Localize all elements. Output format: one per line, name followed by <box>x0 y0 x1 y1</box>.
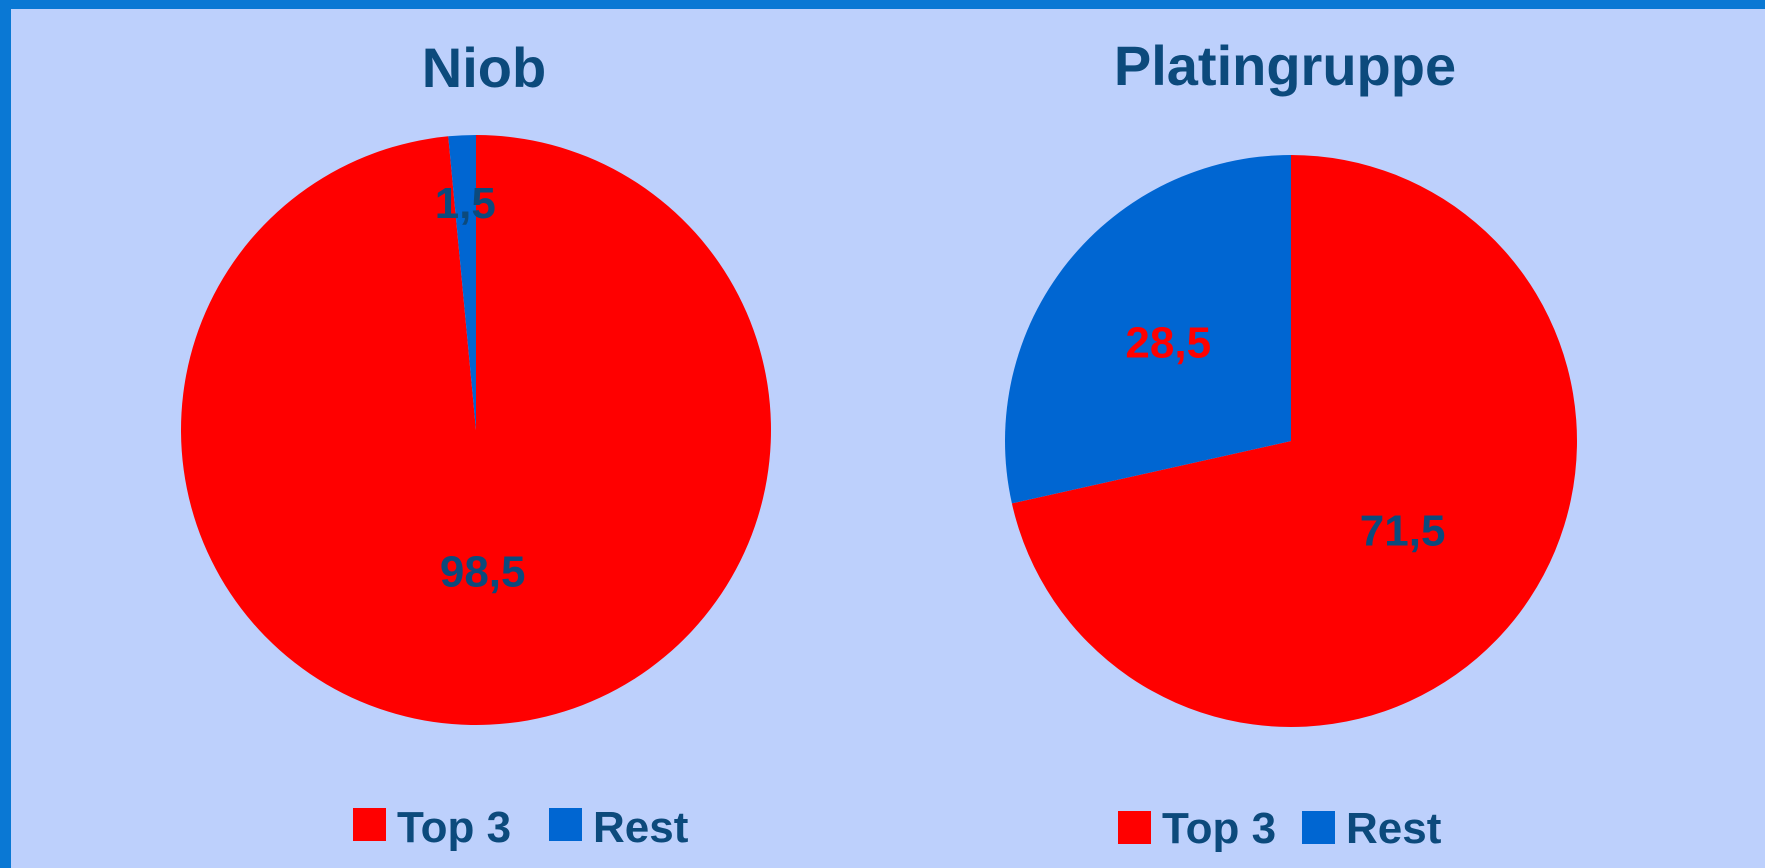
legend-swatch-rest <box>1302 811 1335 844</box>
legend-label-top3: Top 3 <box>1162 804 1276 853</box>
pie-slice-rest <box>448 135 476 430</box>
legend-label-rest: Rest <box>593 803 689 852</box>
pie-niob: 98,5 1,5 <box>180 135 771 725</box>
legend-niob: Top 3 Rest <box>353 803 689 852</box>
legend-swatch-top3 <box>353 808 386 841</box>
pie-platingruppe: 71,5 28,5 <box>1005 155 1577 727</box>
data-label-top-3: 98,5 <box>440 547 526 596</box>
legend-platingruppe: Top 3 Rest <box>1118 804 1442 853</box>
legend-swatch-top3 <box>1118 811 1151 844</box>
data-label-rest: 1,5 <box>435 179 496 228</box>
legend-label-rest: Rest <box>1346 804 1442 853</box>
data-label-rest: 28,5 <box>1125 319 1211 368</box>
pie-slice-top-3 <box>1011 155 1577 727</box>
legend-label-top3: Top 3 <box>397 803 511 852</box>
legend-swatch-rest <box>549 808 582 841</box>
pie-slice-top-3 <box>180 135 771 725</box>
pie-slice-rest <box>1005 155 1291 504</box>
chart-title-niob: Niob <box>422 36 546 99</box>
data-label-top-3: 71,5 <box>1360 506 1446 555</box>
chart-title-platingruppe: Platingruppe <box>1114 34 1456 97</box>
